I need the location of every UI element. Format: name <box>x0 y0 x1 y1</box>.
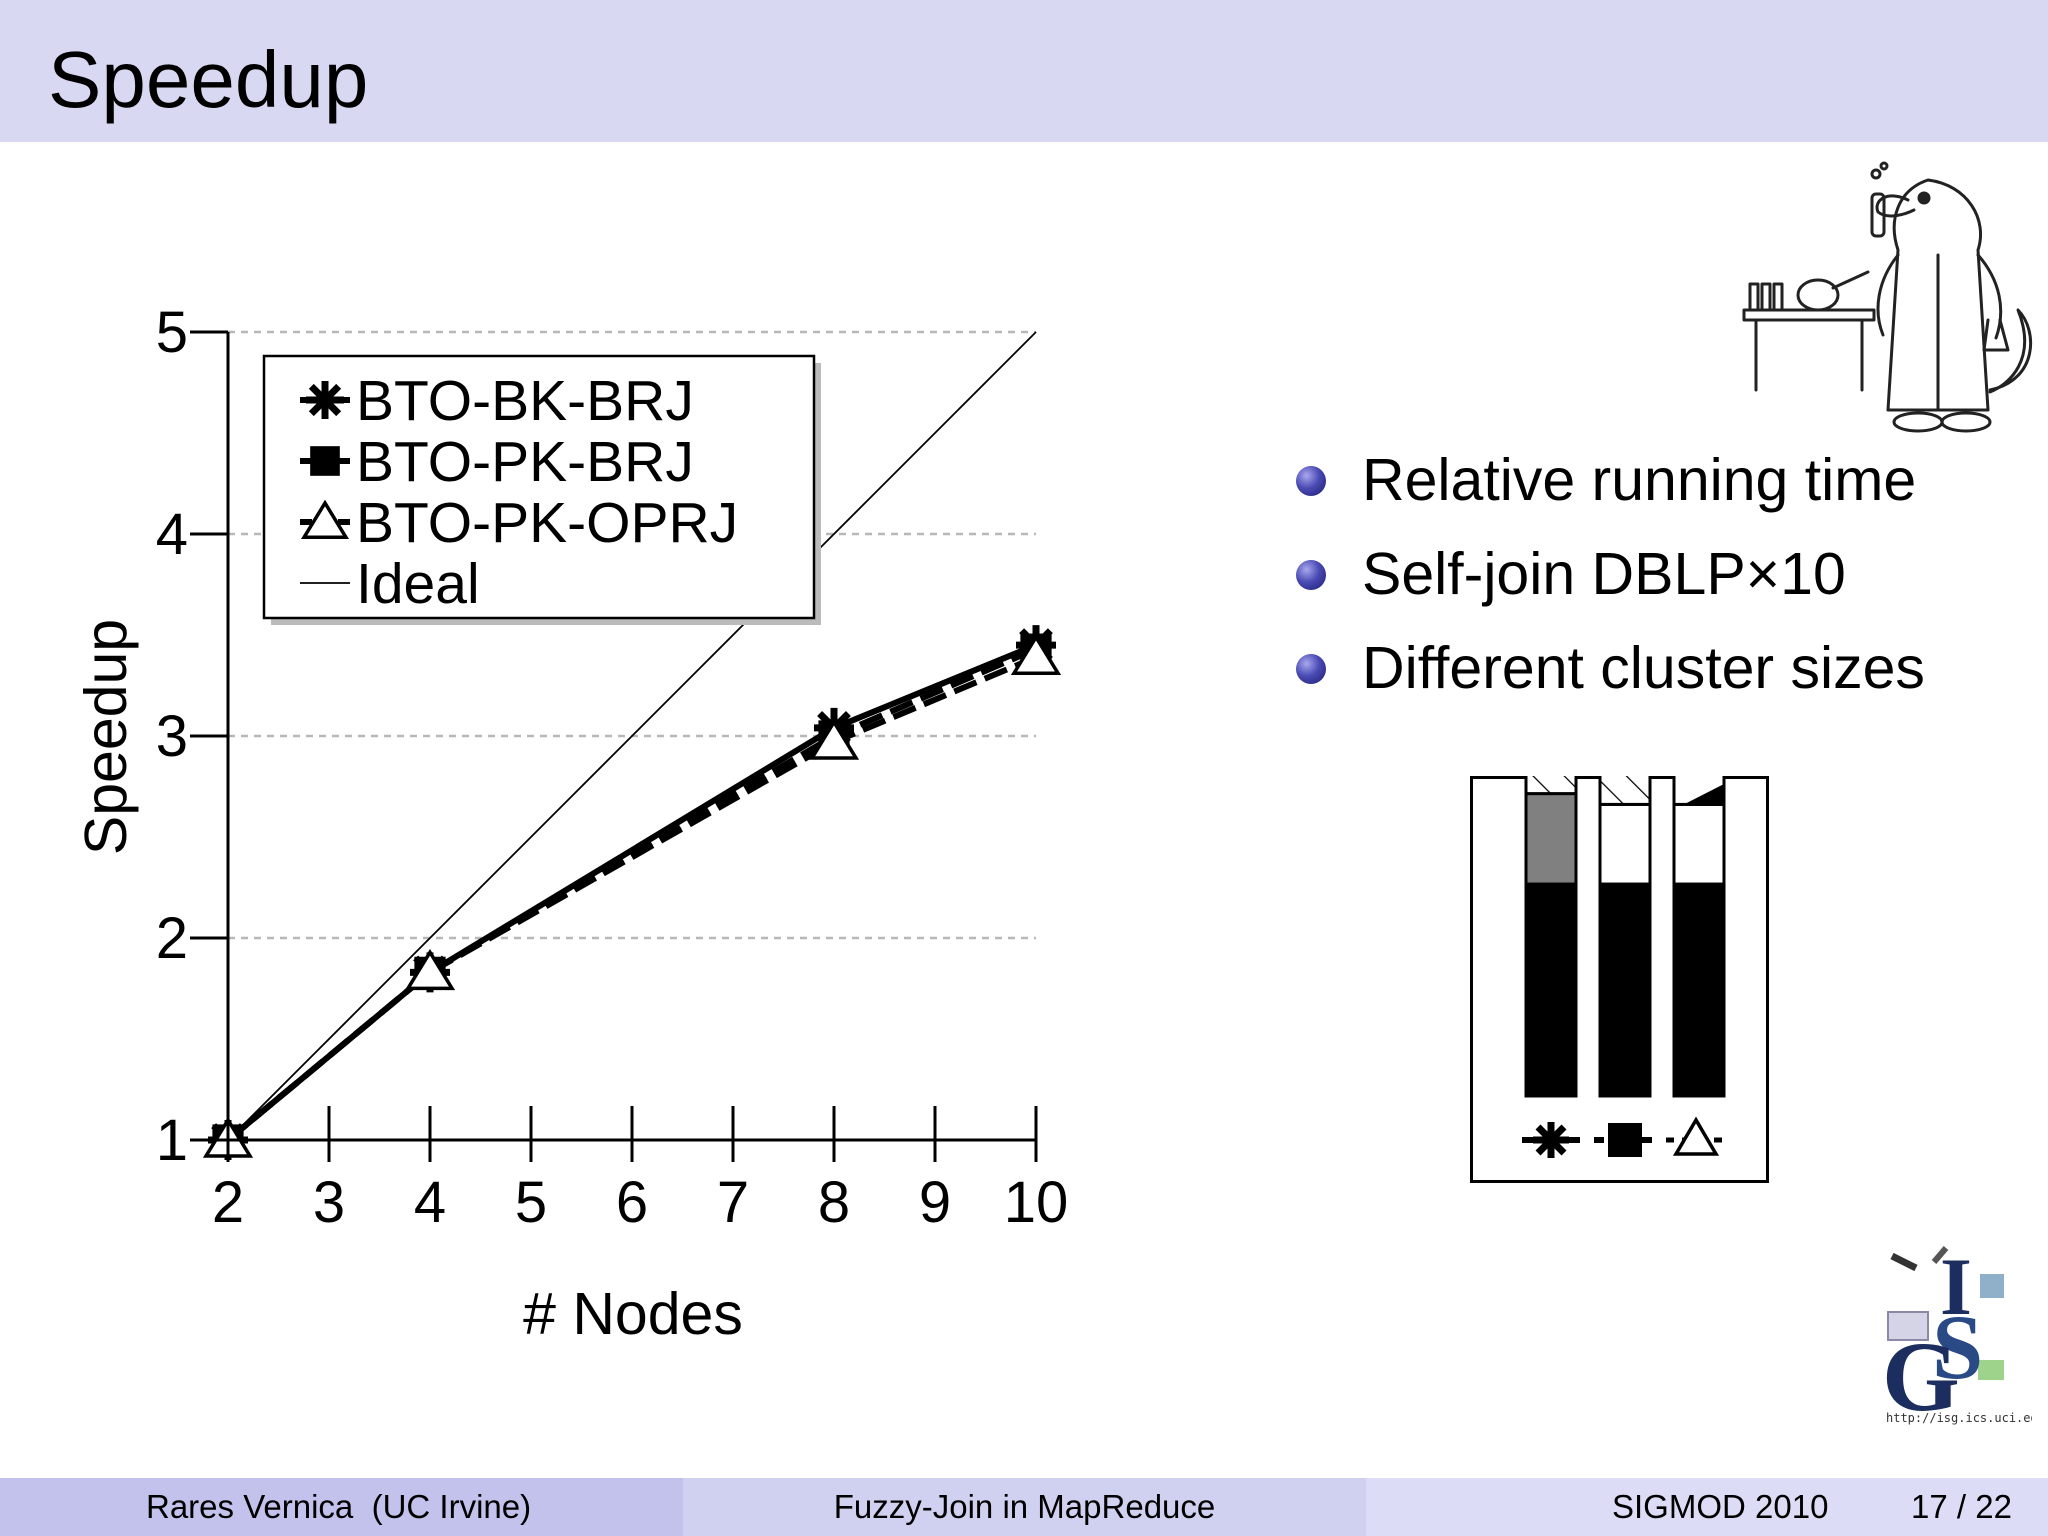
legend-label: BTO-PK-BRJ <box>356 430 694 494</box>
mini-marker-asterisk <box>1522 1122 1580 1158</box>
bullet-icon <box>1296 654 1326 684</box>
footer-conference-section: SIGMOD 2010 17 / 22 <box>1366 1478 2048 1536</box>
data-point-bto-pk-oprj <box>1010 633 1062 675</box>
bar-segment <box>1672 776 1726 806</box>
footer-page-number: 17 / 22 <box>1911 1488 2012 1525</box>
footer-conference: SIGMOD 2010 <box>1612 1488 1829 1525</box>
y-tick-label: 3 <box>156 704 188 769</box>
x-tick-label: 6 <box>616 1170 648 1235</box>
legend-label: BTO-BK-BRJ <box>356 369 694 433</box>
x-axis-label: # Nodes <box>523 1281 743 1347</box>
bar-segment <box>1598 882 1652 1098</box>
x-tick-label: 9 <box>919 1170 951 1235</box>
legend-box <box>262 354 816 620</box>
bar-segment <box>1598 776 1652 806</box>
y-tick-label: 4 <box>156 502 188 567</box>
mini-marker-square <box>1594 1123 1656 1157</box>
bullet-item: Relative running time <box>1290 440 1925 534</box>
footer-author: Rares Vernica (UC Irvine) <box>146 1488 532 1525</box>
data-point-bto-pk-oprj <box>404 948 456 991</box>
svg-text:S: S <box>1932 1296 1983 1398</box>
footer-talk-title: Fuzzy-Join in MapReduce <box>833 1488 1216 1525</box>
x-tick-label: 10 <box>1004 1170 1069 1235</box>
bullet-text: Relative running time <box>1362 447 1917 513</box>
bar-segment <box>1524 882 1578 1098</box>
logo-url: http://isg.ics.uci.edu <box>1886 1411 2032 1425</box>
mini-marker-triangle <box>1666 1116 1726 1156</box>
footer-bar: Rares Vernica (UC Irvine) Fuzzy-Join in … <box>0 1478 2048 1536</box>
series-line-bto-bk-brj <box>226 642 1038 1143</box>
title-bar: Speedup <box>0 0 2048 142</box>
x-tick-label: 7 <box>717 1170 749 1235</box>
bullet-icon <box>1296 466 1326 496</box>
scientist-mascot-icon <box>1742 161 2033 433</box>
isg-logo-icon: I S G http://isg.ics.uci.edu <box>1882 1241 2032 1425</box>
x-tick-label: 2 <box>212 1170 244 1235</box>
y-axis-label: Speedup <box>73 619 139 855</box>
bar-segment <box>1672 882 1726 1098</box>
bullet-text: Self-join DBLP×10 <box>1362 541 1846 607</box>
svg-text:G: G <box>1882 1321 1960 1425</box>
y-tick-label: 1 <box>156 1108 188 1173</box>
svg-text:I: I <box>1940 1241 1972 1332</box>
series-line-bto-pk-brj <box>226 646 1038 1143</box>
x-tick-label: 4 <box>414 1170 446 1235</box>
y-tick-label: 5 <box>156 300 188 365</box>
legend-marker-bto-pk-brj <box>310 446 340 476</box>
bullet-list: Relative running time Self-join DBLP×10 … <box>1290 440 1925 722</box>
legend-marker-bto-bk-brj <box>306 381 344 419</box>
slide-title: Speedup <box>48 35 369 124</box>
legend-label: Ideal <box>356 552 480 616</box>
x-tick-label: 3 <box>313 1170 345 1235</box>
bullet-item: Self-join DBLP×10 <box>1290 534 1925 628</box>
series-line-bto-pk-oprj <box>226 654 1038 1143</box>
y-tick-label: 2 <box>156 906 188 971</box>
data-point-bto-pk-oprj <box>808 718 860 760</box>
bar-segment <box>1672 802 1726 886</box>
bullet-item: Different cluster sizes <box>1290 628 1925 722</box>
bar-segment <box>1598 802 1652 886</box>
footer-talk-section: Fuzzy-Join in MapReduce <box>683 1478 1366 1536</box>
bullet-icon <box>1296 560 1326 590</box>
x-tick-label: 8 <box>818 1170 850 1235</box>
legend-marker-bto-pk-oprj <box>300 499 350 539</box>
legend-label: BTO-PK-OPRJ <box>356 491 738 555</box>
bar-segment <box>1524 776 1578 796</box>
bar-segment <box>1524 792 1578 886</box>
x-tick-label: 5 <box>515 1170 547 1235</box>
cost-breakdown-mini-chart <box>1470 776 1769 1183</box>
footer-author-section: Rares Vernica (UC Irvine) <box>0 1478 683 1536</box>
bullet-text: Different cluster sizes <box>1362 635 1925 701</box>
series-line-ideal <box>227 331 1037 1141</box>
